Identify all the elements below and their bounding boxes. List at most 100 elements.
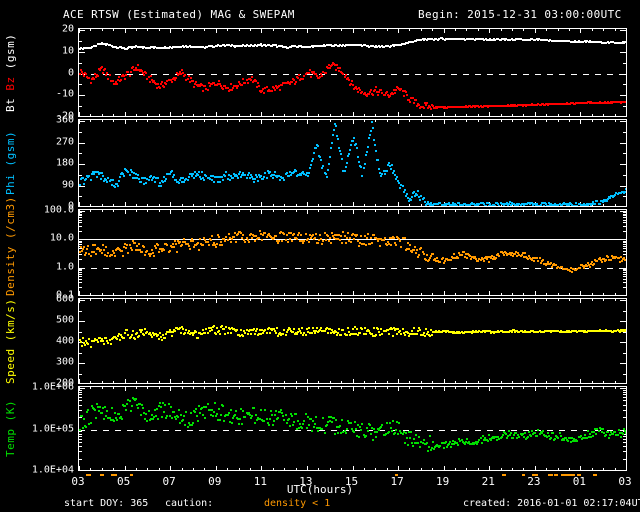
x-tick <box>158 468 160 470</box>
data-point <box>518 330 521 333</box>
data-point <box>462 251 465 254</box>
data-point <box>304 173 307 176</box>
data-point <box>151 80 154 83</box>
data-point <box>431 203 434 206</box>
data-point <box>497 436 500 439</box>
data-point <box>242 44 245 47</box>
data-point <box>584 436 587 439</box>
data-point <box>577 266 580 269</box>
data-point <box>337 137 340 140</box>
data-point <box>524 104 527 107</box>
data-point <box>261 177 264 180</box>
x-tick <box>124 29 126 33</box>
data-point <box>151 418 154 421</box>
x-tick <box>500 114 502 116</box>
data-point <box>326 332 329 335</box>
data-point <box>82 337 85 340</box>
data-point <box>165 332 168 335</box>
panel-temp[interactable] <box>78 386 627 471</box>
x-tick <box>79 120 80 124</box>
x-tick <box>261 379 263 383</box>
data-point <box>145 250 148 253</box>
data-point <box>383 329 386 332</box>
data-point <box>80 46 83 49</box>
data-point <box>340 45 343 48</box>
data-point <box>243 238 246 241</box>
y-axis-labels-temp: 1.0E+06 1.0E+05 1.0E+04 <box>0 382 74 476</box>
x-tick <box>124 379 126 383</box>
data-point <box>361 90 364 93</box>
data-point <box>622 428 625 431</box>
data-point <box>325 233 328 236</box>
data-point <box>453 106 456 109</box>
x-tick <box>500 299 502 301</box>
data-point <box>113 254 116 257</box>
data-point <box>526 435 529 438</box>
data-point <box>351 43 354 46</box>
data-point <box>240 231 243 234</box>
data-point <box>620 190 623 193</box>
data-point <box>472 105 475 108</box>
data-point <box>88 174 91 177</box>
data-point <box>123 336 126 339</box>
data-point <box>198 46 201 49</box>
data-point <box>350 427 353 430</box>
data-point <box>228 179 231 182</box>
x-tick <box>489 379 491 383</box>
y-minor-tick <box>79 222 82 224</box>
data-point <box>506 435 509 438</box>
data-point <box>93 408 96 411</box>
data-point <box>468 205 471 206</box>
data-point <box>103 69 106 72</box>
panel-density[interactable] <box>78 209 627 296</box>
data-point <box>435 444 438 447</box>
panel-phi[interactable] <box>78 119 627 207</box>
data-point <box>447 258 450 261</box>
data-point <box>362 167 365 170</box>
data-point <box>558 103 561 106</box>
data-point <box>104 177 107 180</box>
data-point <box>149 174 152 177</box>
data-point <box>451 256 454 259</box>
data-point <box>97 409 100 412</box>
data-point <box>343 430 346 433</box>
y-axis-labels-bt-bz: 20 10 0 -10 -20 <box>0 24 74 122</box>
data-point <box>569 40 572 43</box>
data-point <box>415 98 418 101</box>
data-point <box>512 437 515 440</box>
x-tick <box>375 293 377 295</box>
data-point <box>357 423 360 426</box>
data-point <box>420 106 423 109</box>
data-point <box>335 124 338 127</box>
data-point <box>614 193 617 196</box>
data-point <box>602 330 605 333</box>
data-point <box>604 102 607 105</box>
data-point <box>405 248 408 251</box>
x-tick <box>546 299 548 301</box>
data-point <box>553 438 556 441</box>
panel-speed[interactable] <box>78 298 627 384</box>
data-point <box>559 102 562 105</box>
data-point <box>139 180 142 183</box>
data-point <box>174 418 177 421</box>
y-tick-label: 400 <box>55 335 74 347</box>
data-point <box>550 103 553 106</box>
data-point <box>224 85 227 88</box>
data-point <box>591 431 594 433</box>
x-tick <box>443 112 445 116</box>
data-point <box>493 256 496 259</box>
data-point <box>420 195 423 198</box>
x-tick <box>192 387 194 389</box>
data-point <box>428 334 431 337</box>
x-tick <box>341 387 343 389</box>
data-point <box>621 433 624 436</box>
data-point <box>163 176 166 179</box>
y-minor-tick <box>79 270 82 272</box>
y-minor-tick <box>79 225 82 227</box>
data-point <box>343 45 346 48</box>
data-point <box>193 244 196 247</box>
data-point <box>100 412 103 415</box>
data-point <box>226 331 229 334</box>
data-point <box>624 329 626 332</box>
panel-bt-bz[interactable] <box>78 28 627 117</box>
